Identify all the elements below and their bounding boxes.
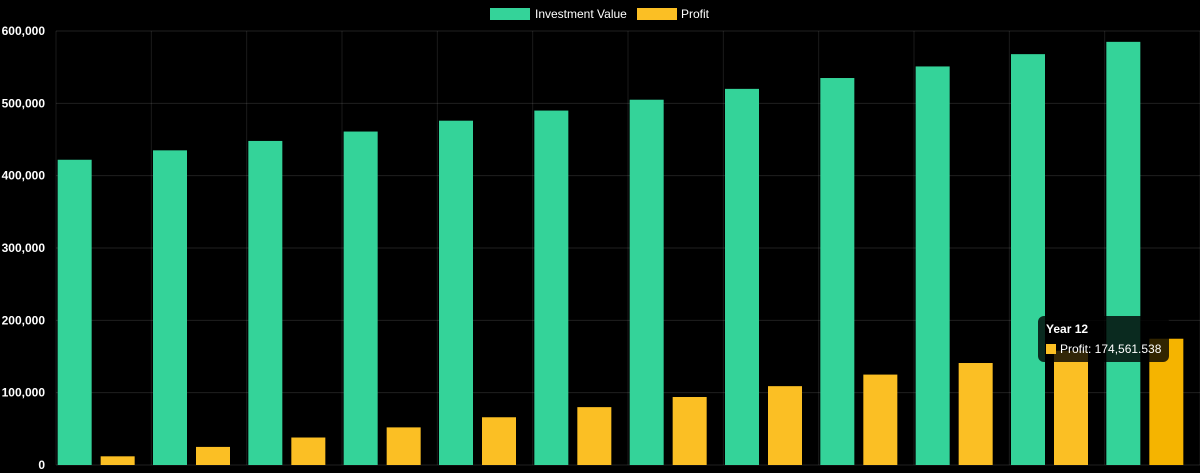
- bar-series: [57, 41, 1184, 466]
- profit-bar: [291, 437, 326, 465]
- investment-value-bar: [343, 131, 378, 465]
- investment-value-bar: [915, 66, 950, 466]
- profit-bar: [1054, 350, 1088, 465]
- legend-swatch-profit: [637, 8, 677, 20]
- legend-swatch-investment-value: [490, 8, 530, 20]
- profit-bar: [768, 386, 802, 465]
- y-tick-label: 100,000: [2, 386, 46, 400]
- y-tick-label: 200,000: [2, 313, 46, 327]
- profit-bar: [100, 456, 135, 465]
- profit-bar: [672, 397, 707, 465]
- investment-value-bar: [629, 99, 664, 465]
- investment-value-bar: [725, 88, 759, 465]
- investment-value-bar: [820, 78, 855, 466]
- legend-label-profit: Profit: [681, 7, 710, 21]
- investment-value-bar: [57, 159, 92, 465]
- investment-value-bar: [1011, 54, 1045, 465]
- y-tick-label: 600,000: [2, 24, 46, 38]
- legend-label-investment-value: Investment Value: [535, 7, 627, 21]
- investment-value-bar: [439, 120, 473, 466]
- profit-bar: [386, 427, 421, 465]
- grid-lines: [55, 30, 1200, 466]
- profit-bar: [577, 407, 612, 465]
- tooltip-label: Profit: 174,561.538: [1060, 342, 1162, 356]
- profit-bar: [196, 446, 230, 465]
- tooltip-swatch: [1046, 344, 1056, 354]
- investment-value-bar: [1106, 41, 1141, 465]
- investment-value-bar: [534, 110, 569, 466]
- investment-value-bar: [153, 150, 187, 465]
- y-tick-label: 300,000: [2, 241, 46, 255]
- y-tick-label: 400,000: [2, 169, 46, 183]
- tooltip-row: Profit: 174,561.538: [1046, 342, 1161, 356]
- y-tick-label: 0: [38, 458, 45, 472]
- chart-tooltip: Year 12 Profit: 174,561.538: [1038, 316, 1170, 362]
- profit-bar: [863, 374, 898, 465]
- profit-bar: [482, 417, 516, 465]
- y-tick-label: 500,000: [2, 96, 46, 110]
- legend: Investment Value Profit: [490, 7, 710, 21]
- profit-bar: [958, 363, 993, 465]
- investment-value-bar: [248, 140, 283, 466]
- tooltip-title: Year 12: [1046, 322, 1089, 336]
- y-axis: 0 100,000 200,000 300,000 400,000 500,000 600,…: [2, 24, 46, 472]
